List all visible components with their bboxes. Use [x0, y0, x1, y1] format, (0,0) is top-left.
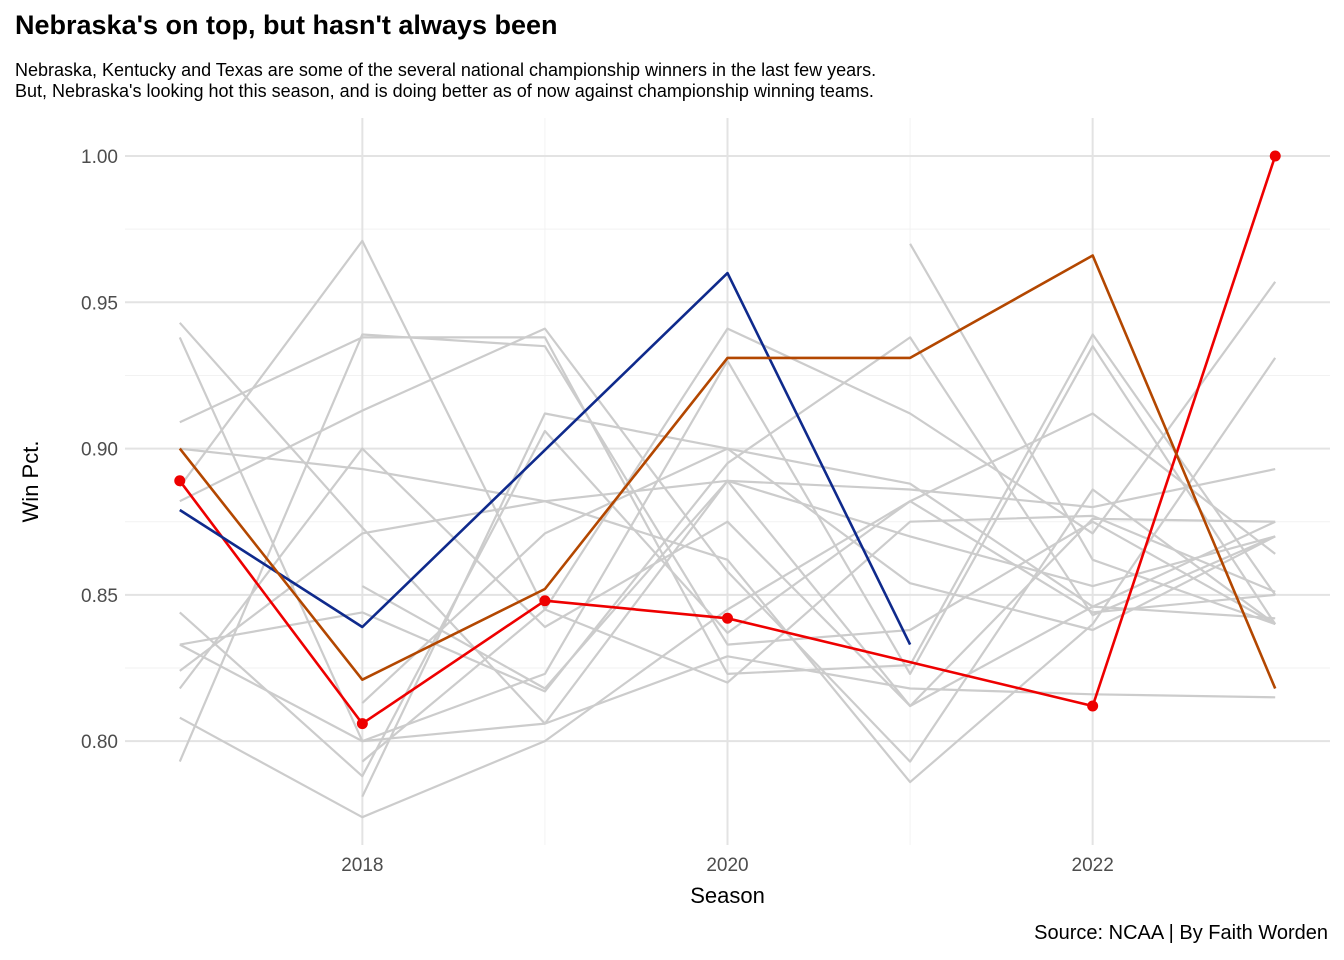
y-tick-label: 0.95: [81, 293, 118, 314]
background-series-line: [179, 500, 1276, 819]
x-tick-label: 2020: [706, 855, 748, 876]
highlight-series: [174, 150, 1281, 730]
y-axis-title: Win Pct.: [18, 441, 43, 523]
background-series-line: [179, 357, 1277, 784]
nebraska-point: [1269, 150, 1281, 162]
chart-title: Nebraska's on top, but hasn't always bee…: [15, 10, 558, 40]
background-series-line: [179, 643, 1276, 743]
x-axis-title: Season: [690, 883, 765, 908]
background-series-line: [179, 336, 1276, 693]
nebraska-point: [722, 612, 733, 624]
background-series-line: [361, 412, 1276, 798]
axis-ticks: 2018 2020 2022 0.80 0.85 0.90 0.95 1.00: [81, 147, 1114, 876]
background-series-line: [361, 514, 1276, 763]
background-series-line: [909, 243, 1276, 626]
subtitle-line-2: But, Nebraska's looking hot this season,…: [15, 81, 874, 101]
background-series-line: [178, 333, 1276, 763]
background-series-line: [179, 333, 1277, 676]
y-tick-label: 0.90: [81, 440, 118, 461]
nebraska-point: [1087, 700, 1099, 712]
y-tick-label: 0.85: [81, 586, 118, 607]
kentucky-line: [179, 271, 912, 646]
background-series: [178, 239, 1277, 819]
nebraska-point: [539, 595, 551, 607]
chart-subtitle: Nebraska, Kentucky and Texas are some of…: [15, 60, 876, 102]
background-series-line: [179, 327, 1276, 763]
background-series-line: [178, 239, 1277, 611]
x-tick-label: 2022: [1072, 855, 1114, 876]
nebraska-point: [356, 718, 368, 730]
x-tick-label: 2018: [341, 855, 383, 876]
y-tick-label: 1.00: [81, 147, 118, 168]
background-series-line: [361, 479, 1276, 690]
subtitle-line-1: Nebraska, Kentucky and Texas are some of…: [15, 60, 877, 80]
y-tick-label: 0.80: [81, 732, 118, 753]
chart-caption: Source: NCAA | By Faith Worden: [1034, 922, 1328, 944]
nebraska-point: [174, 475, 186, 487]
texas-line: [178, 254, 1277, 690]
background-series-line: [179, 412, 1276, 778]
nebraska-line: [178, 155, 1277, 725]
